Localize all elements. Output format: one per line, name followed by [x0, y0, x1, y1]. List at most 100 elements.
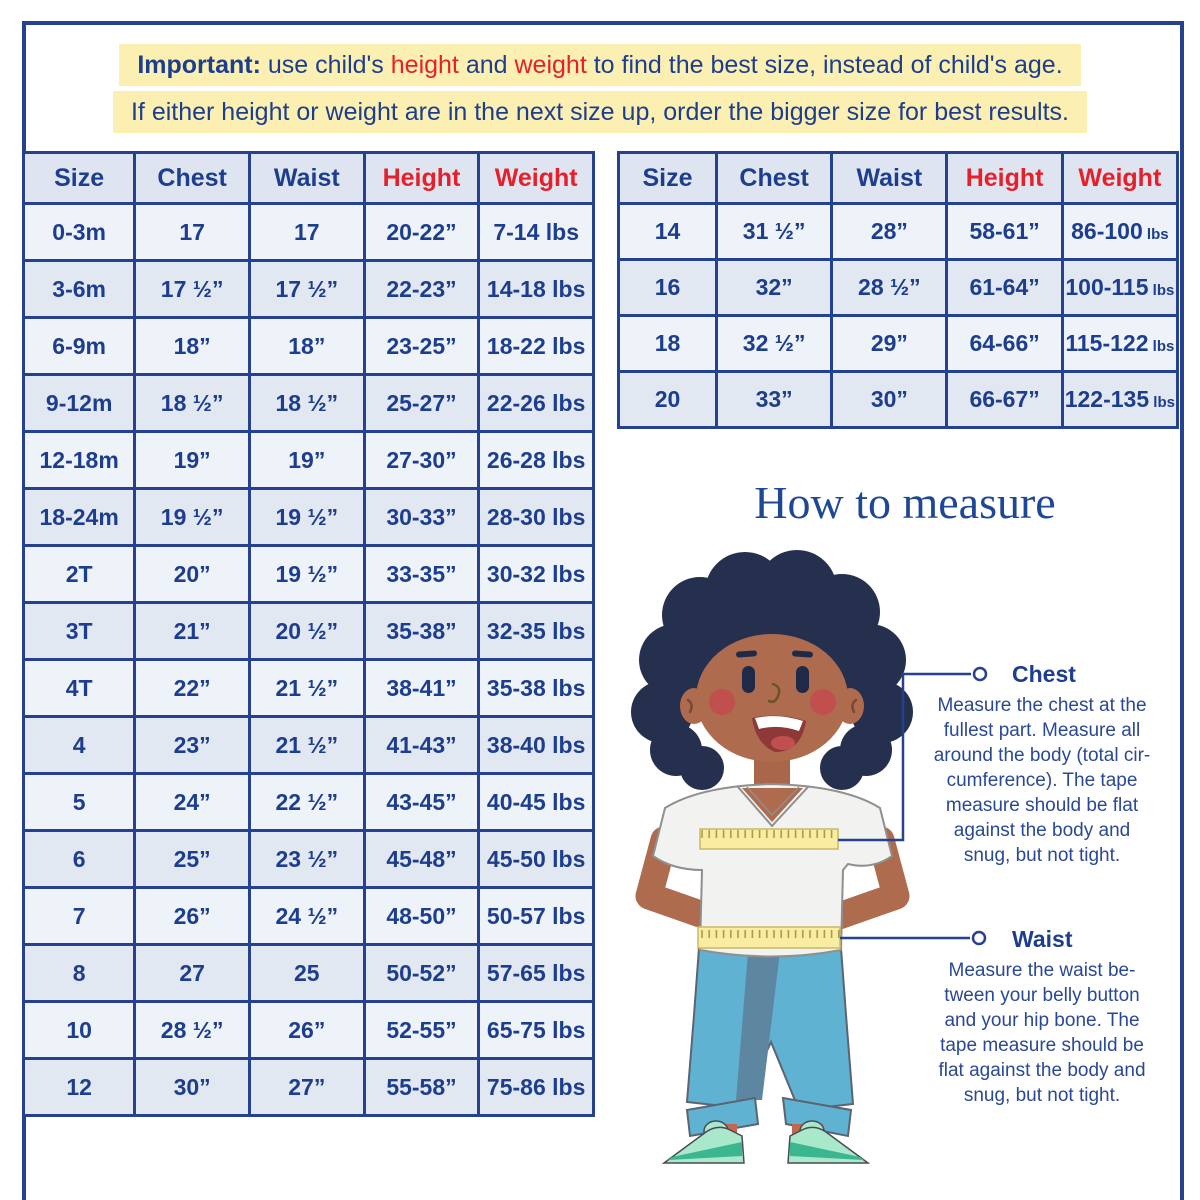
important-note-line1: Important: use child's height and weight… [40, 44, 1160, 86]
table-row: 4T 22” 21 ½” 38-41” 35-38 lbs [21, 658, 595, 718]
table-cell: 58-61” [945, 202, 1064, 261]
table-cell: 30-32 lbs [477, 544, 595, 604]
table-cell: 14 [616, 202, 719, 261]
table-cell: 10 [21, 1000, 137, 1060]
waist-connector-line [840, 930, 987, 946]
table-row: 6 25” 23 ½” 45-48” 45-50 lbs [21, 829, 595, 889]
waist-tape-icon [697, 926, 841, 949]
table-cell: 5 [21, 772, 137, 832]
table-cell: 16 [616, 258, 719, 317]
table-cell: 27” [247, 1057, 366, 1117]
table-cell: 18” [133, 316, 251, 376]
header-weight: Weight [1060, 151, 1180, 205]
table-row: 9-12m 18 ½” 18 ½” 25-27” 22-26 lbs [21, 373, 595, 433]
table-cell: 25 [247, 943, 366, 1003]
table-cell: 40-45 lbs [477, 772, 595, 832]
header-weight: Weight [477, 151, 595, 205]
vneck-collar-inner [746, 786, 800, 817]
highlighted-note: Important: use child's height and weight… [119, 44, 1081, 86]
waist-marker-dot [971, 930, 987, 946]
table-cell: 20 ½” [247, 601, 366, 661]
table-cell: 61-64” [945, 258, 1064, 317]
table-cell: 27 [133, 943, 251, 1003]
table-cell: 17 ½” [247, 259, 366, 319]
table-row: 12-18m 19” 19” 27-30” 26-28 lbs [21, 430, 595, 490]
header-waist: Waist [247, 151, 366, 205]
table-cell: 31 ½” [715, 202, 834, 261]
table-row: 16 32” 28 ½” 61-64” 100-115 lbs [616, 258, 1180, 317]
table-cell: 115-122 lbs [1060, 314, 1180, 373]
waist-label: Waist [1012, 926, 1073, 952]
table-cell: 12 [21, 1057, 137, 1117]
table-cell: 38-40 lbs [477, 715, 595, 775]
table-cell: 17 [247, 202, 366, 262]
right-eye [796, 666, 809, 693]
table-row: 4 23” 21 ½” 41-43” 38-40 lbs [21, 715, 595, 775]
waist-instructions: Measure the waist be- tween your belly b… [938, 960, 1146, 1106]
table-cell: 48-50” [362, 886, 481, 946]
table-cell: 8 [21, 943, 137, 1003]
table-row: 2T 20” 19 ½” 33-35” 30-32 lbs [21, 544, 595, 604]
right-eyebrow [792, 650, 813, 658]
table-cell: 35-38” [362, 601, 481, 661]
table-cell: 20 [616, 370, 719, 429]
mouth [752, 715, 806, 752]
table-cell: 21 ½” [247, 715, 366, 775]
table-row: 3-6m 17 ½” 17 ½” 22-23” 14-18 lbs [21, 259, 595, 319]
table-cell: 28 ½” [830, 258, 949, 317]
table-row: 18 32 ½” 29” 64-66” 115-122 lbs [616, 314, 1180, 373]
table-row: 0-3m 17 17 20-22” 7-14 lbs [21, 202, 595, 262]
table-cell: 57-65 lbs [477, 943, 595, 1003]
table-cell: 50-52” [362, 943, 481, 1003]
note-height-word: height [390, 51, 459, 79]
table-cell: 28-30 lbs [477, 487, 595, 547]
table-cell: 18 ½” [247, 373, 366, 433]
table-cell: 24 ½” [247, 886, 366, 946]
table-cell: 7-14 lbs [477, 202, 595, 262]
table-cell: 30” [830, 370, 949, 429]
table-cell: 27-30” [362, 430, 481, 490]
table-row: 6-9m 18” 18” 23-25” 18-22 lbs [21, 316, 595, 376]
table-cell: 18” [247, 316, 366, 376]
vneck-collar [737, 786, 809, 828]
table-cell: 19 ½” [133, 487, 251, 547]
note-important-word: Important: [137, 51, 261, 79]
table-cell: 18-24m [21, 487, 137, 547]
table-cell: 19” [247, 430, 366, 490]
chest-connector-line [838, 666, 988, 842]
table-row: 12 30” 27” 55-58” 75-86 lbs [21, 1057, 595, 1117]
how-to-measure-title: How to measure [754, 477, 1056, 528]
table-cell: 33-35” [362, 544, 481, 604]
table-cell: 28 ½” [133, 1000, 251, 1060]
chest-instructions: Measure the chest at the fullest part. M… [933, 695, 1151, 866]
header-size: Size [21, 151, 137, 205]
note-text-segment: to find the best size, instead of child'… [586, 51, 1063, 79]
table-row: 3T 21” 20 ½” 35-38” 32-35 lbs [21, 601, 595, 661]
table-cell: 22 ½” [247, 772, 366, 832]
table-cell: 22-23” [362, 259, 481, 319]
table-cell: 21” [133, 601, 251, 661]
table-cell: 6 [21, 829, 137, 889]
table-cell: 14-18 lbs [477, 259, 595, 319]
chest-label: Chest [1012, 661, 1076, 687]
table-cell: 52-55” [362, 1000, 481, 1060]
nose [767, 682, 781, 704]
table-cell: 7 [21, 886, 137, 946]
table-cell: 9-12m [21, 373, 137, 433]
table-row: 20 33” 30” 66-67” 122-135 lbs [616, 370, 1180, 429]
highlighted-note: If either height or weight are in the ne… [112, 91, 1087, 133]
note-text-segment: use child's [260, 51, 391, 79]
table-cell: 6-9m [21, 316, 137, 376]
table-cell: 33” [715, 370, 834, 429]
header-row: Size Chest Waist Height Weight [616, 151, 1180, 205]
important-note-line2: If either height or weight are in the ne… [40, 91, 1160, 133]
table-cell: 38-41” [362, 658, 481, 718]
size-chart-baby-toddler: Size Chest Waist Height Weight 0-3m 17 17 2… [21, 151, 595, 1117]
table-cell: 65-75 lbs [477, 1000, 595, 1060]
left-shoe-band [668, 1142, 742, 1160]
table-cell: 23” [133, 715, 251, 775]
table-cell: 4T [21, 658, 137, 718]
table-cell: 64-66” [945, 314, 1064, 373]
note-text-segment: and [458, 51, 515, 79]
table-cell: 19 ½” [247, 487, 366, 547]
